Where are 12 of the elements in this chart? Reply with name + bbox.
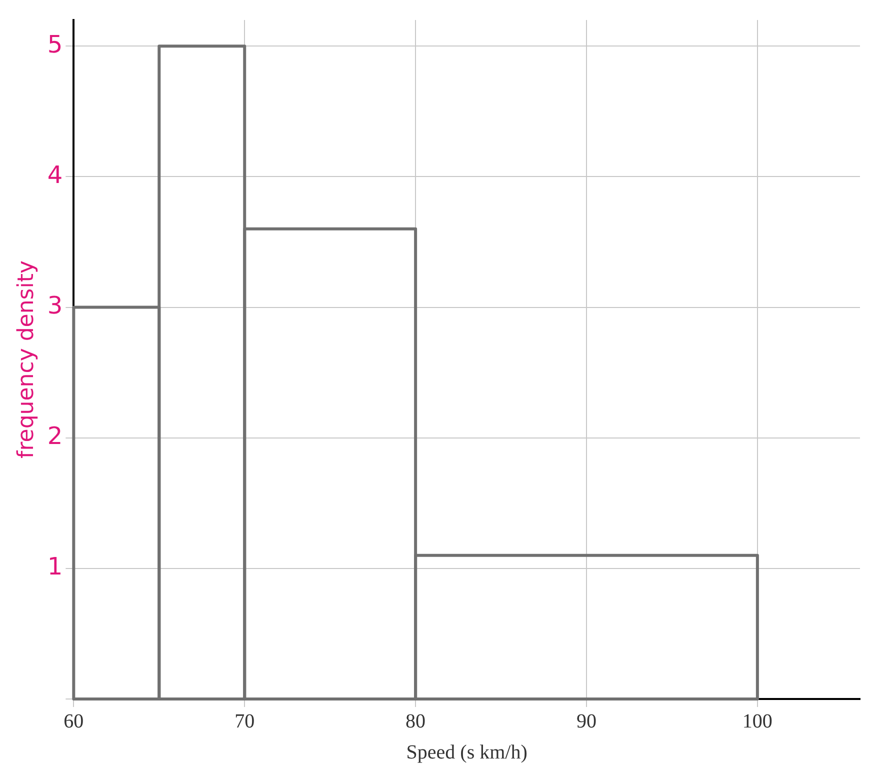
- x-axis-title: Speed (s km/h): [406, 741, 528, 764]
- x-tick-label: 100: [742, 710, 772, 732]
- y-tick-label: 3: [47, 292, 63, 320]
- y-tick-label: 1: [47, 552, 63, 581]
- y-tick-label: 5: [47, 30, 63, 58]
- x-tick-label: 60: [64, 710, 84, 732]
- y-axis-title: frequency density: [14, 260, 39, 458]
- y-tick-label: 4: [47, 160, 63, 189]
- y-tick-label: 2: [47, 422, 63, 450]
- x-tick-label: 80: [406, 710, 426, 732]
- x-tick-label: 90: [576, 710, 596, 732]
- x-tick-label: 70: [234, 710, 255, 732]
